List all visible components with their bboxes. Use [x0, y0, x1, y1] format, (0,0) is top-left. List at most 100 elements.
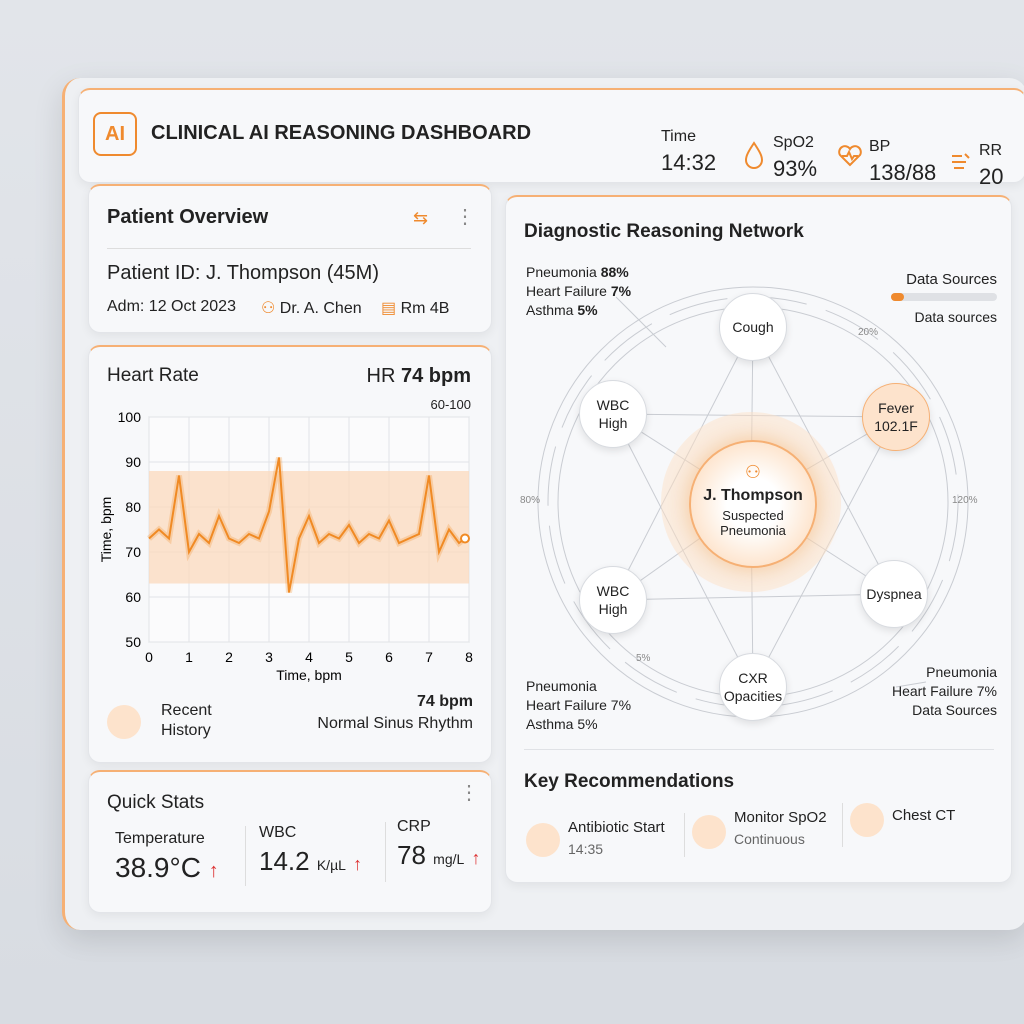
stat-label: Temperature	[115, 830, 205, 847]
share-icon[interactable]: ⇆	[413, 208, 429, 228]
y-axis-label: Time, bpm	[98, 497, 114, 563]
patient-id-label: Patient ID:	[107, 262, 201, 284]
card-title: Patient Overview	[107, 206, 269, 228]
network-card: Diagnostic Reasoning Network Pneumonia 8…	[505, 195, 1012, 883]
edge-label: 5%	[636, 653, 651, 664]
divider	[684, 813, 685, 857]
hr-endpoint	[460, 533, 470, 544]
heart-icon	[838, 145, 862, 167]
progress-track	[891, 293, 997, 301]
stat-label: CRP	[397, 818, 431, 835]
vital-value: 138/88	[869, 160, 937, 185]
patient-node[interactable]: ⚇ J. Thompson Suspected Pneumonia	[689, 440, 817, 568]
y-tick-label: 80	[125, 499, 141, 515]
quick-stats-card: Quick Stats ⋮ Temperature 38.9°C ↑ WBC 1…	[88, 770, 492, 913]
diagnosis-list: Pneumonia Heart Failure 7% Asthma 5%	[526, 677, 631, 734]
diagnosis-pct: 88%	[600, 264, 629, 280]
symptom-node[interactable]: Dyspnea	[860, 560, 928, 628]
admitted: Adm: 12 Oct 2023	[107, 298, 236, 315]
rec-title[interactable]: Antibiotic Start	[568, 819, 665, 836]
symptom-node[interactable]: Fever 102.1F	[862, 383, 930, 451]
data-sources-title: Data Sources	[906, 271, 997, 288]
divider	[842, 803, 843, 847]
symptom-node[interactable]: Cough	[719, 293, 787, 361]
patient-card: Patient Overview ⇆ ⋮ Patient ID: J. Thom…	[88, 184, 492, 333]
vital-label: BP	[869, 138, 891, 155]
stat-value: 14.2 K/µL ↑	[259, 846, 363, 876]
diagnosis-item: Pneumonia	[526, 678, 597, 694]
hr-reading: HR 74 bpm	[367, 365, 471, 388]
vital-value: 14:32	[661, 150, 717, 175]
stat-label: WBC	[259, 824, 297, 841]
diagnosis-name: Asthma	[526, 302, 574, 318]
heart-rate-card: Heart Rate HR 74 bpm 60-100 50 60 70 80 90 10…	[88, 345, 492, 763]
y-tick-label: 50	[125, 634, 141, 650]
lungs-icon	[850, 803, 884, 837]
x-tick-label: 4	[305, 649, 313, 665]
stat-unit: K/µL	[316, 857, 346, 873]
app-title: CLINICAL AI REASONING DASHBOARD	[151, 122, 532, 144]
section-title: Key Recommendations	[524, 771, 735, 792]
normal-range: 60-100	[430, 397, 471, 412]
divider	[524, 749, 994, 750]
pulse-icon	[107, 705, 141, 739]
y-tick-label: 90	[125, 454, 141, 470]
doctor: ⚇ Dr. A. Chen	[261, 300, 362, 317]
x-tick-label: 3	[265, 649, 273, 665]
ai-badge: AI	[93, 112, 137, 156]
diagnosis-item: Asthma 5%	[526, 716, 598, 732]
stat-number: 38.9°C	[115, 852, 201, 883]
heart-rate-chart: 50 60 70 80 90 100 0 1 2 3 4 5 6 7 8 Time, bpm Time, bpm	[98, 409, 473, 683]
diagnosis-item: Heart Failure 7%	[526, 282, 631, 301]
patient-id: Patient ID: J. Thompson (45M)	[107, 262, 379, 285]
diagnosis-item: Heart Failure 7%	[891, 683, 997, 699]
card-title: Diagnostic Reasoning Network	[524, 221, 804, 242]
y-tick-label: 70	[125, 544, 141, 560]
rec-title[interactable]: Chest CT	[892, 807, 956, 824]
room-number: Rm 4B	[400, 300, 450, 317]
room: ▤ Rm 4B	[381, 300, 450, 317]
edge-label: 20%	[858, 327, 879, 338]
vital-value: 93%	[773, 156, 818, 181]
diagnosis-pct: 7%	[610, 283, 632, 299]
symptom-node[interactable]: WBC High	[579, 380, 647, 448]
menu-icon[interactable]: ⋮	[459, 782, 479, 804]
card-title: Heart Rate	[107, 365, 199, 386]
pill-icon	[526, 823, 560, 857]
hr-value: 74 bpm	[400, 365, 471, 387]
edge-label: 120%	[952, 495, 978, 506]
x-tick-label: 5	[345, 649, 353, 665]
menu-icon[interactable]: ⋮	[455, 206, 475, 228]
pulse-icon	[692, 815, 726, 849]
patient-node-subtitle: Suspected Pneumonia	[720, 508, 786, 538]
diagnosis-pct: 5%	[577, 302, 598, 318]
patient-name: J. Thompson (45M)	[205, 262, 379, 284]
doctor-name: Dr. A. Chen	[279, 300, 362, 317]
diagnosis-item: Pneumonia	[926, 664, 997, 680]
x-axis-label: Time, bpm	[276, 667, 342, 683]
diagnosis-name: Pneumonia	[526, 264, 597, 280]
x-tick-label: 8	[465, 649, 473, 665]
symptom-node[interactable]: CXR Opacities	[719, 653, 787, 721]
header-bar: AI CLINICAL AI REASONING DASHBOARD Time …	[78, 88, 1024, 189]
rec-detail: Continuous	[734, 831, 805, 847]
divider	[107, 248, 471, 249]
divider	[385, 822, 386, 882]
x-tick-label: 0	[145, 649, 153, 665]
rec-title[interactable]: Monitor SpO2	[734, 809, 827, 826]
edge-label: 80%	[520, 495, 541, 506]
rhythm: Normal Sinus Rhythm	[317, 715, 473, 732]
hr-line	[148, 457, 466, 593]
x-tick-label: 2	[225, 649, 233, 665]
history-link[interactable]: Recent History	[161, 702, 212, 739]
symptom-node[interactable]: WBC High	[579, 566, 647, 634]
lungs-icon	[952, 153, 970, 169]
card-title: Quick Stats	[107, 792, 205, 813]
stat-value: 38.9°C ↑	[115, 852, 219, 883]
vital-value: 20	[979, 164, 1004, 189]
diagnosis-name: Heart Failure	[526, 283, 607, 299]
hr-label: HR	[366, 365, 396, 387]
data-sources-caption: Data sources	[914, 309, 997, 325]
vital-label: RR	[979, 142, 1003, 159]
